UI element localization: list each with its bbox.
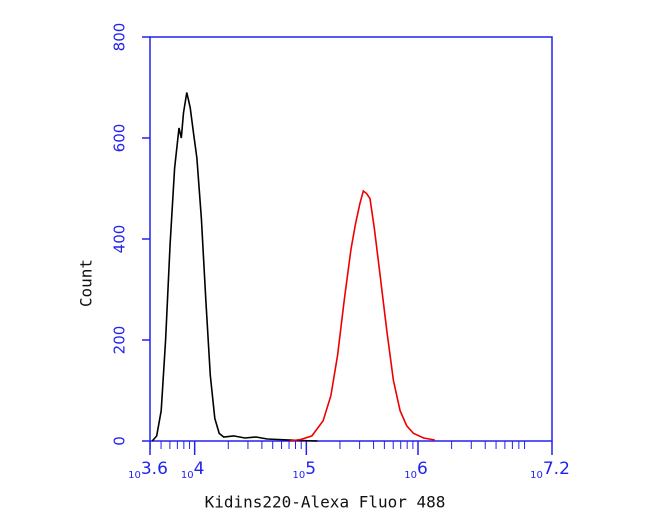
y-tick-label: 0 — [111, 436, 129, 446]
x-tick-label: 107.2 — [530, 459, 570, 481]
x-tick-label: 106 — [404, 459, 428, 481]
x-tick-base: 10 — [530, 470, 543, 481]
x-tick-base: 10 — [293, 470, 306, 481]
x-tick-power: 3.6 — [141, 459, 168, 479]
x-tick-power: 6 — [417, 459, 428, 479]
x-tick-label: 105 — [293, 459, 317, 481]
histogram-line — [289, 189, 435, 442]
x-tick-base: 10 — [404, 470, 417, 481]
x-tick-power: 7.2 — [543, 459, 570, 479]
x-axis-label: Kidins220-Alexa Fluor 488 — [205, 493, 446, 512]
y-tick-label: 800 — [111, 23, 129, 52]
histogram-line — [151, 92, 318, 442]
x-tick-base: 10 — [181, 470, 194, 481]
y-tick-label: 400 — [111, 225, 129, 254]
x-tick-power: 4 — [194, 459, 205, 479]
y-tick-label: 600 — [111, 124, 129, 153]
x-tick-label: 103.6 — [128, 459, 168, 481]
x-tick-power: 5 — [305, 459, 316, 479]
y-tick-label: 200 — [111, 326, 129, 355]
x-tick-label: 104 — [181, 459, 205, 481]
y-axis-label: Count — [77, 259, 96, 307]
x-tick-base: 10 — [128, 470, 141, 481]
